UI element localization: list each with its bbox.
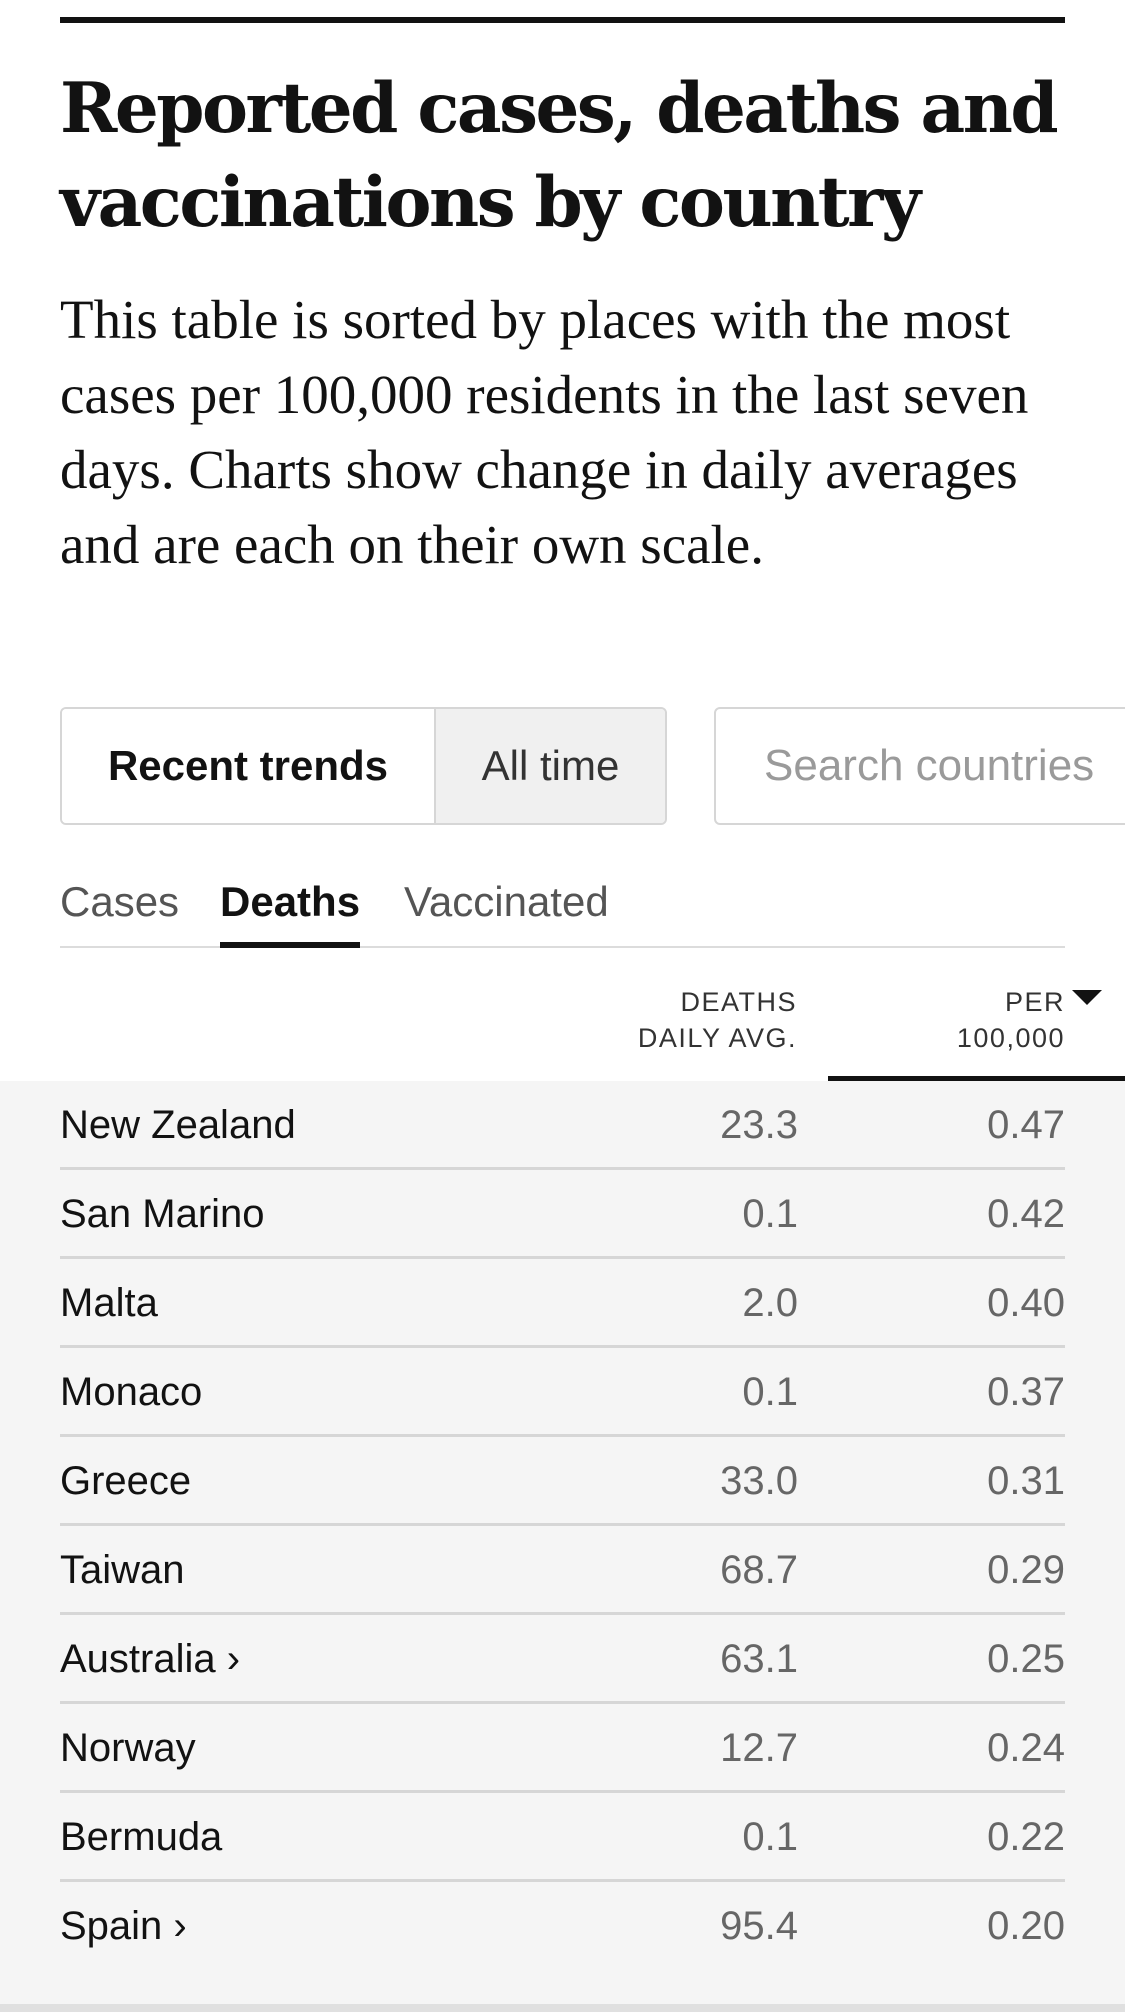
deaths-daily-avg-value: 0.1	[742, 1815, 798, 1859]
country-name: Australia ›	[60, 1637, 241, 1681]
table-body-background	[0, 1081, 1125, 2012]
deaths-daily-avg-value: 68.7	[720, 1548, 798, 1592]
country-name: Greece	[60, 1459, 192, 1503]
per-100000-value: 0.42	[987, 1192, 1065, 1236]
deaths-daily-avg-value: 33.0	[720, 1459, 798, 1503]
page-title: Reported cases, deaths and vaccinations …	[60, 68, 1059, 243]
recent-trends-button[interactable]: Recent trends	[62, 709, 434, 823]
country-name: Spain ›	[60, 1904, 187, 1948]
deaths-daily-avg-value: 95.4	[720, 1904, 798, 1948]
country-name: New Zealand	[60, 1103, 296, 1147]
table-row[interactable]: Australia › 63.1 0.25	[60, 1615, 1065, 1704]
column-header-deaths-line1: DEATHS	[680, 987, 797, 1017]
country-name: Bermuda	[60, 1815, 223, 1859]
per-100000-value: 0.25	[987, 1637, 1065, 1681]
column-header-per-line1: PER	[1004, 987, 1065, 1017]
country-table: New Zealand 23.3 0.47 San Marino 0.1 0.42 Malt…	[60, 1081, 1065, 1971]
country-name: San Marino	[60, 1192, 265, 1236]
table-row[interactable]: Monaco 0.1 0.37	[60, 1348, 1065, 1437]
per-100000-value: 0.20	[987, 1904, 1065, 1948]
tab-deaths[interactable]: Deaths	[220, 878, 361, 948]
per-100000-value: 0.24	[987, 1726, 1065, 1770]
bottom-divider	[0, 2004, 1125, 2012]
sorted-column-indicator	[828, 1076, 1125, 1081]
country-name: Malta	[60, 1281, 158, 1325]
deaths-daily-avg-value: 12.7	[720, 1726, 798, 1770]
country-name: Norway	[60, 1726, 196, 1770]
deaths-daily-avg-value: 0.1	[742, 1192, 798, 1236]
per-100000-value: 0.22	[987, 1815, 1065, 1859]
country-name: Taiwan	[60, 1548, 185, 1592]
column-header-per-100000[interactable]: PER 100,000	[957, 984, 1065, 1056]
tab-vaccinated[interactable]: Vaccinated	[404, 878, 609, 925]
sort-descending-icon	[1072, 990, 1102, 1005]
per-100000-value: 0.31	[987, 1459, 1065, 1503]
per-100000-value: 0.29	[987, 1548, 1065, 1592]
table-row[interactable]: Malta 2.0 0.40	[60, 1259, 1065, 1348]
column-header-deaths-daily-avg[interactable]: DEATHS DAILY AVG.	[638, 984, 797, 1056]
deaths-daily-avg-value: 0.1	[742, 1370, 798, 1414]
per-100000-value: 0.37	[987, 1370, 1065, 1414]
table-row[interactable]: Greece 33.0 0.31	[60, 1437, 1065, 1526]
per-100000-value: 0.40	[987, 1281, 1065, 1325]
deaths-daily-avg-value: 63.1	[720, 1637, 798, 1681]
table-row[interactable]: Spain › 95.4 0.20	[60, 1882, 1065, 1971]
per-100000-value: 0.47	[987, 1103, 1065, 1147]
metric-tabs: Cases Deaths Vaccinated	[60, 868, 1065, 948]
table-row[interactable]: New Zealand 23.3 0.47	[60, 1081, 1065, 1170]
table-description: This table is sorted by places with the …	[60, 289, 1029, 575]
table-row[interactable]: Taiwan 68.7 0.29	[60, 1526, 1065, 1615]
table-row[interactable]: San Marino 0.1 0.42	[60, 1170, 1065, 1259]
header-rule	[60, 17, 1065, 23]
deaths-daily-avg-value: 2.0	[742, 1281, 798, 1325]
view-toggle: Recent trends All time	[60, 707, 667, 825]
deaths-daily-avg-value: 23.3	[720, 1103, 798, 1147]
column-header-deaths-line2: DAILY AVG.	[637, 1023, 797, 1053]
tab-cases[interactable]: Cases	[60, 878, 180, 925]
country-name: Monaco	[60, 1370, 203, 1414]
search-countries-input[interactable]	[714, 707, 1125, 825]
table-row[interactable]: Norway 12.7 0.24	[60, 1704, 1065, 1793]
all-time-button[interactable]: All time	[434, 709, 665, 823]
column-header-per-line2: 100,000	[956, 1023, 1065, 1053]
table-row[interactable]: Bermuda 0.1 0.22	[60, 1793, 1065, 1882]
